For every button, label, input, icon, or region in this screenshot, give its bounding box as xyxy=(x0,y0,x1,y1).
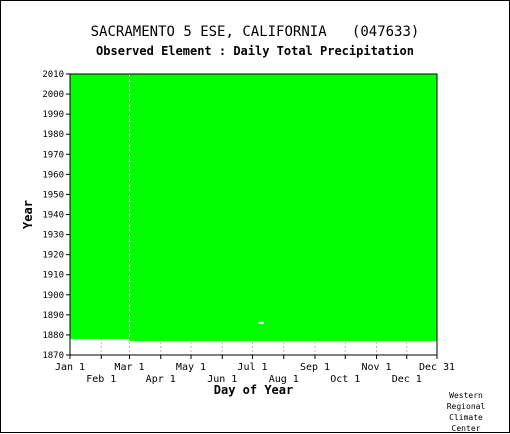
x-tick-label: Nov 1 xyxy=(361,362,391,373)
y-tick-label: 1950 xyxy=(42,190,64,200)
y-tick-label: 1980 xyxy=(42,130,64,140)
y-tick-label: 1910 xyxy=(42,271,64,281)
chart-title: SACRAMENTO 5 ESE, CALIFORNIA (047633) xyxy=(90,24,420,40)
data-coverage-block xyxy=(129,74,437,341)
y-tick-label: 1940 xyxy=(42,211,64,221)
x-tick-label: Dec 1 xyxy=(392,374,422,385)
y-tick-label: 1870 xyxy=(42,351,64,361)
x-tick-label: Feb 1 xyxy=(86,374,116,385)
y-tick-label: 1900 xyxy=(42,291,64,301)
y-tick-label: 2000 xyxy=(42,90,64,100)
x-tick-label: Jan 1 xyxy=(55,362,85,373)
y-tick-label: 1970 xyxy=(42,150,64,160)
data-gap-block xyxy=(258,321,264,324)
y-tick-label: 1960 xyxy=(42,170,64,180)
credit-line: Climate xyxy=(449,413,483,422)
x-tick-label: Dec 31 xyxy=(419,362,455,373)
credit-line: Regional xyxy=(446,402,486,411)
x-tick-label: Sep 1 xyxy=(300,362,330,373)
y-tick-label: 2010 xyxy=(42,70,64,80)
data-coverage-block xyxy=(70,74,130,339)
credit-block: Western Regional Climate Center xyxy=(436,390,496,434)
credit-line: Western xyxy=(449,391,483,400)
x-tick-label: May 1 xyxy=(176,362,206,373)
x-tick-label: Mar 1 xyxy=(114,362,144,373)
x-axis-label: Day of Year xyxy=(214,383,293,397)
credit-line: Center xyxy=(451,424,481,433)
x-tick-label: Apr 1 xyxy=(146,374,176,385)
y-tick-label: 1920 xyxy=(42,251,64,261)
chart-subtitle: Observed Element : Daily Total Precipita… xyxy=(96,44,414,58)
x-tick-label: Jul 1 xyxy=(237,362,267,373)
x-tick-label: Jun 1 xyxy=(207,374,237,385)
y-tick-label: 1880 xyxy=(42,331,64,341)
x-tick-label: Aug 1 xyxy=(269,374,299,385)
y-axis-label: Year xyxy=(21,200,35,229)
y-tick-label: 1930 xyxy=(42,231,64,241)
x-tick-label: Oct 1 xyxy=(330,374,360,385)
y-tick-label: 1990 xyxy=(42,110,64,120)
y-tick-label: 1890 xyxy=(42,311,64,321)
